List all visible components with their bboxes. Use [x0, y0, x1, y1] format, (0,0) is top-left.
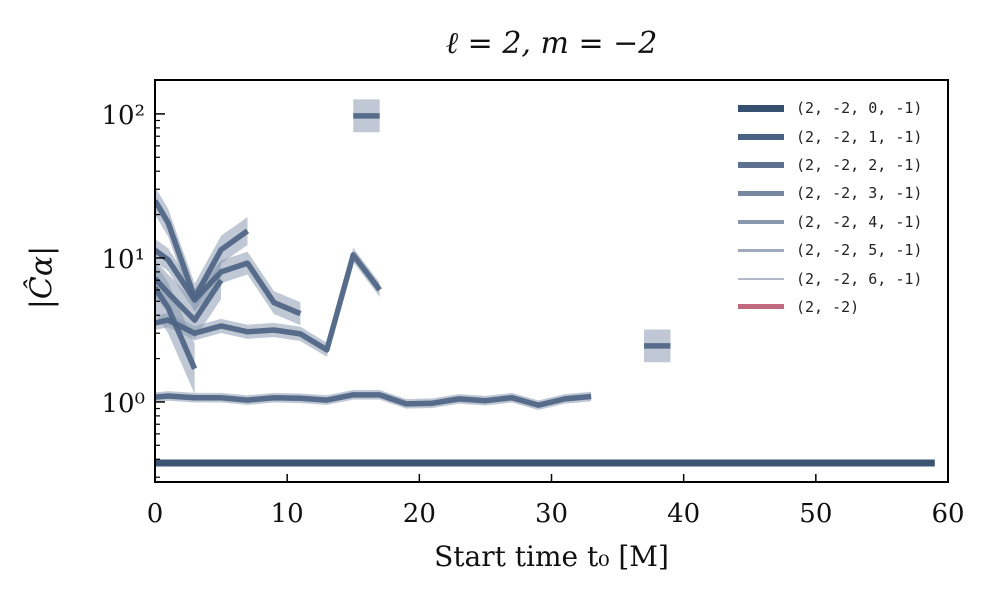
legend-swatch [738, 277, 784, 280]
x-axis-label: Start time t₀ [M] [434, 540, 669, 573]
y-tick-label: 10⁰ [101, 389, 145, 419]
legend-item: (2, -2, 4, -1) [738, 208, 922, 236]
legend-swatch [738, 133, 784, 140]
legend-label: (2, -2, 3, -1) [796, 184, 923, 203]
legend-item: (2, -2, 1, -1) [738, 122, 922, 150]
y-tick-label: 10¹ [101, 245, 145, 275]
series-line [155, 252, 382, 353]
legend-item: (2, -2, 0, -1) [738, 94, 922, 122]
x-tick-label: 50 [799, 499, 832, 529]
legend-item: (2, -2, 3, -1) [738, 179, 922, 207]
series-line [155, 392, 592, 408]
error-band [155, 390, 592, 410]
series-line [155, 276, 224, 323]
legend-item: (2, -2, 2, -1) [738, 151, 922, 179]
legend-swatch [738, 190, 784, 196]
legend-label: (2, -2, 5, -1) [796, 241, 923, 260]
legend-swatch [738, 162, 784, 168]
x-tick-label: 10 [271, 499, 304, 529]
legend-label: (2, -2, 0, -1) [796, 99, 923, 118]
error-band [155, 259, 222, 339]
x-tick-label: 20 [403, 499, 436, 529]
x-tick-label: 0 [147, 499, 164, 529]
x-tick-label: 40 [667, 499, 700, 529]
legend-label: (2, -2) [796, 297, 860, 316]
legend-swatch [738, 104, 784, 112]
legend-label: (2, -2, 4, -1) [796, 212, 923, 231]
legend-item: (2, -2) [738, 293, 922, 321]
legend-label: (2, -2, 1, -1) [796, 127, 923, 146]
series-line [155, 248, 302, 317]
legend-swatch [738, 304, 784, 310]
legend-item: (2, -2, 5, -1) [738, 236, 922, 264]
legend-label: (2, -2, 2, -1) [796, 155, 923, 174]
legend-swatch [738, 248, 784, 252]
legend: (2, -2, 0, -1) (2, -2, 1, -1) (2, -2, 2,… [738, 94, 922, 321]
legend-item: (2, -2, 6, -1) [738, 264, 922, 292]
legend-swatch [738, 219, 784, 224]
series-line [155, 286, 198, 370]
x-tick-label: 60 [931, 499, 964, 529]
series-group [155, 99, 935, 467]
y-axis-label: |Ĉα| [24, 245, 60, 310]
legend-label: (2, -2, 6, -1) [796, 269, 923, 288]
chart-title: ℓ = 2, m = −2 [445, 26, 658, 61]
x-tick-label: 30 [535, 499, 568, 529]
y-tick-label: 10² [101, 101, 145, 131]
series-line [155, 199, 250, 301]
